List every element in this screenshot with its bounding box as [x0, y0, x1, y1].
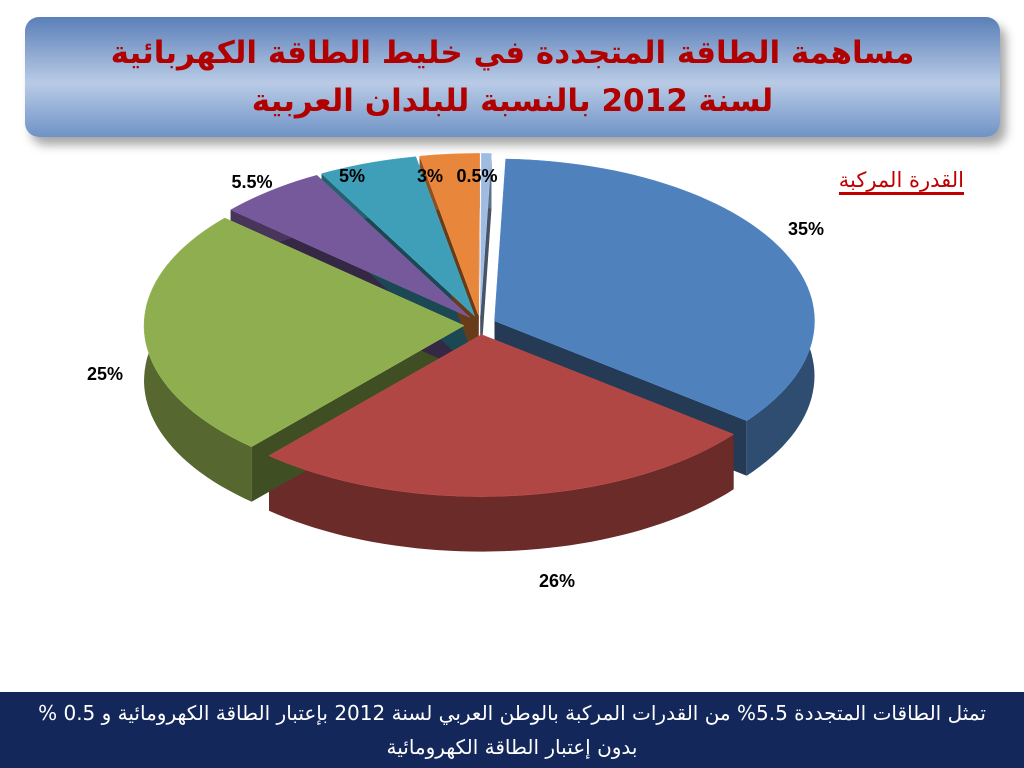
- data-label: 25%: [87, 364, 123, 384]
- slice: [494, 158, 815, 421]
- chart-subtitle: القدرة المركبة: [838, 168, 964, 195]
- data-label: 26%: [539, 571, 575, 591]
- title-box: مساهمة الطاقة المتجددة في خليط الطاقة ال…: [25, 17, 1000, 137]
- chart: 35% 26% 25% 5.5% 5% 3% 0.5%: [87, 153, 824, 591]
- data-label: 5.5%: [231, 172, 272, 192]
- footer-note: تمثل الطاقات المتجددة 5.5% من القدرات ال…: [0, 692, 1024, 768]
- slice: [143, 217, 465, 447]
- chart-title: مساهمة الطاقة المتجددة في خليط الطاقة ال…: [110, 35, 915, 119]
- slice: [419, 153, 480, 316]
- data-label: 5%: [339, 166, 365, 186]
- slice-side: [269, 434, 734, 552]
- slice: [480, 153, 492, 316]
- slice: [320, 156, 475, 317]
- data-label: 0.5%: [456, 166, 497, 186]
- data-label: 3%: [417, 166, 443, 186]
- slice: [230, 175, 471, 318]
- data-label: 35%: [788, 219, 824, 239]
- slice: [268, 334, 735, 497]
